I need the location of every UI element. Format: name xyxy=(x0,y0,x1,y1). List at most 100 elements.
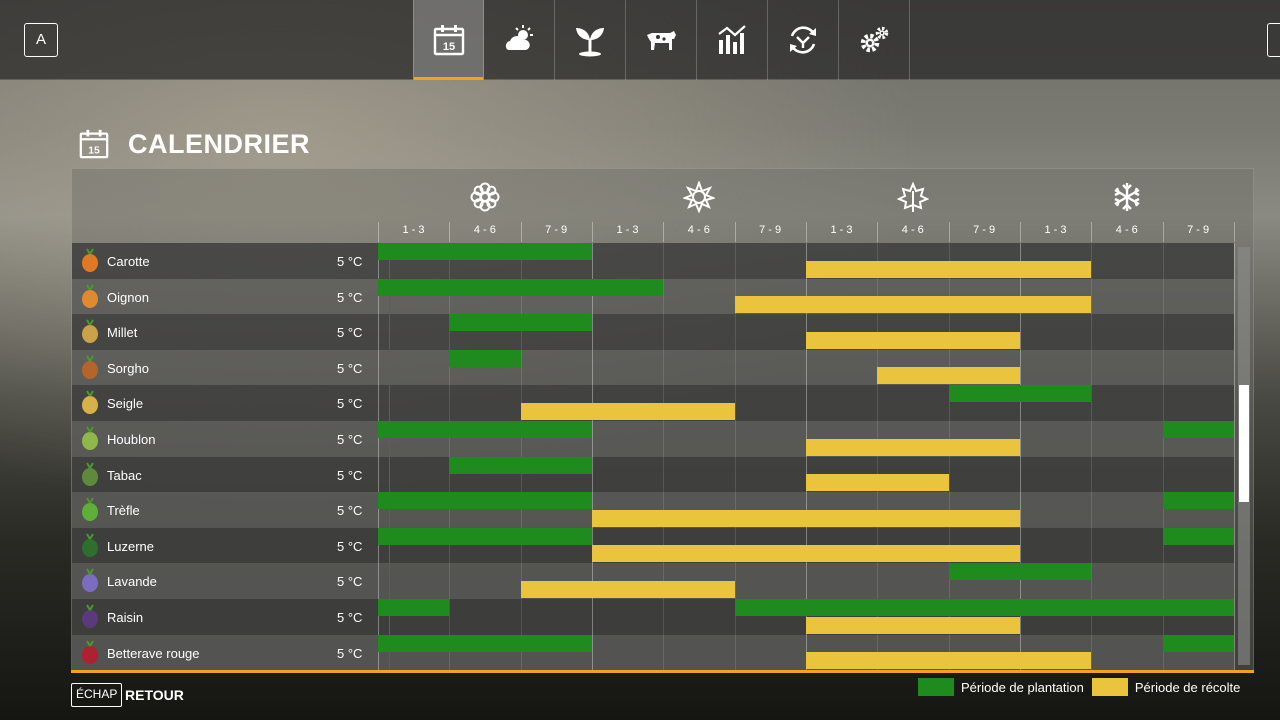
planting-bar xyxy=(378,492,592,510)
crop-temperature: 5 °C xyxy=(337,609,363,625)
autumn-leaf-icon xyxy=(897,181,929,212)
period-label: 1 - 3 xyxy=(830,224,853,236)
crop-name: Raisin xyxy=(107,609,144,625)
crop-temperature: 5 °C xyxy=(337,645,363,661)
grid-line xyxy=(1091,243,1093,670)
crop-temperature: 5 °C xyxy=(337,503,363,519)
period-label: 7 - 9 xyxy=(1187,224,1210,236)
tab-calendar[interactable]: 15 xyxy=(413,0,484,80)
legend-swatch-planting xyxy=(918,678,954,696)
period-label: 4 - 6 xyxy=(473,224,496,236)
grid-line xyxy=(378,243,379,670)
period-label: 7 - 9 xyxy=(545,224,568,236)
planting-bar xyxy=(948,385,1092,403)
scrollbar-thumb[interactable] xyxy=(1239,384,1249,502)
hops-icon xyxy=(82,426,98,450)
period-divider xyxy=(1233,222,1235,242)
seedling-icon xyxy=(576,28,604,57)
planting-bar xyxy=(378,243,592,260)
harvest-bar xyxy=(591,545,1020,563)
grid-line xyxy=(1233,243,1235,670)
crop-row: Sorgho 5 °C xyxy=(72,349,1234,386)
period-divider xyxy=(1091,222,1093,242)
tab-statistics[interactable] xyxy=(697,0,768,80)
current-period-marker xyxy=(389,243,391,670)
legend-label-planting: Période de plantation xyxy=(961,679,1084,695)
harvest-bar xyxy=(805,616,1020,634)
previous-page-key-hint[interactable]: A xyxy=(24,23,58,57)
period-label: 7 - 9 xyxy=(759,224,782,236)
planting-bar xyxy=(378,634,592,652)
lavender-icon xyxy=(82,568,98,593)
tab-finances[interactable] xyxy=(768,0,839,80)
crop-name: Betterave rouge xyxy=(107,645,200,661)
crop-name: Houblon xyxy=(107,431,156,447)
crop-name: Lavande xyxy=(107,574,157,590)
alfalfa-icon xyxy=(82,533,98,557)
grid-line xyxy=(663,243,665,670)
grid-line xyxy=(591,243,593,670)
planting-bar xyxy=(378,278,664,296)
period-label: 1 - 3 xyxy=(402,224,425,236)
planting-bar xyxy=(378,527,592,545)
tab-crops[interactable] xyxy=(555,0,626,80)
summer-sun-icon xyxy=(683,181,715,213)
legend-label-harvest: Période de récolte xyxy=(1134,679,1241,695)
planting-bar xyxy=(1162,492,1234,510)
crop-row: Millet 5 °C xyxy=(72,314,1234,350)
planting-bar xyxy=(449,314,592,332)
planting-bar xyxy=(734,599,1234,616)
tab-settings[interactable] xyxy=(839,0,910,80)
tab-weather[interactable] xyxy=(484,0,555,80)
harvest-bar xyxy=(877,367,1020,385)
period-divider xyxy=(663,222,665,242)
planting-bar xyxy=(449,349,521,367)
next-page-key-hint[interactable] xyxy=(1267,23,1280,57)
winter-snowflake-icon xyxy=(1114,183,1140,211)
period-divider xyxy=(805,222,807,242)
rye-icon xyxy=(82,390,98,415)
period-divider xyxy=(591,222,593,242)
back-button[interactable]: RETOUR xyxy=(125,687,184,703)
planting-bar xyxy=(449,456,592,474)
grid-line xyxy=(1162,243,1164,670)
grid-line xyxy=(449,243,451,670)
period-label: 7 - 9 xyxy=(973,224,996,236)
period-divider xyxy=(449,222,451,242)
period-divider xyxy=(1019,222,1021,242)
crop-temperature: 5 °C xyxy=(337,396,363,412)
sorghum-icon xyxy=(82,355,98,379)
crop-name: Luzerne xyxy=(107,538,154,554)
millet-icon xyxy=(82,319,98,344)
planting-bar xyxy=(1162,527,1234,545)
period-divider xyxy=(378,222,379,242)
harvest-bar xyxy=(805,438,1020,456)
clover-icon xyxy=(82,497,98,522)
crop-row: Houblon 5 °C xyxy=(72,420,1234,457)
calendar-grid xyxy=(378,243,1235,670)
period-label: 4 - 6 xyxy=(901,224,924,236)
cow-icon xyxy=(647,31,676,50)
crop-row: Tabac 5 °C xyxy=(72,456,1234,493)
panel-accent-line xyxy=(71,670,1254,673)
period-divider xyxy=(734,222,736,242)
chart-icon xyxy=(718,25,746,54)
crop-temperature: 5 °C xyxy=(337,289,363,305)
crop-temperature: 5 °C xyxy=(337,360,363,376)
harvest-bar xyxy=(591,509,1020,527)
planting-bar xyxy=(1162,421,1234,438)
planting-bar xyxy=(948,563,1092,581)
period-divider xyxy=(948,222,950,242)
harvest-bar xyxy=(805,331,1020,349)
tab-animals[interactable] xyxy=(626,0,697,80)
escape-key-hint[interactable]: ÉCHAP xyxy=(71,683,123,707)
weather-icon xyxy=(505,25,533,50)
gears-icon xyxy=(860,26,889,53)
crop-name: Oignon xyxy=(107,289,149,305)
grid-line xyxy=(877,243,879,670)
title-icon-day: 15 xyxy=(88,145,100,156)
period-divider xyxy=(877,222,879,242)
page-title: CALENDRIER xyxy=(128,128,311,159)
crop-name: Sorgho xyxy=(107,360,149,376)
calendar-icon: 15 xyxy=(79,129,109,159)
